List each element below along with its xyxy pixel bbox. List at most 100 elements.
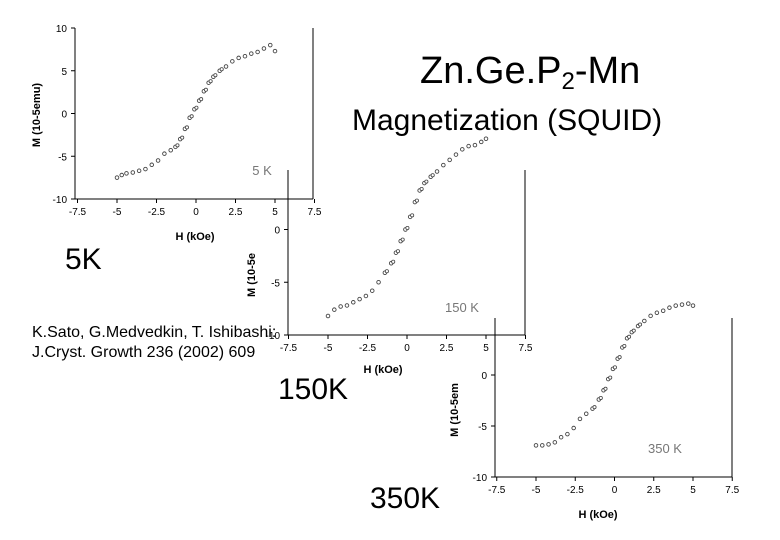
data-point: [654, 310, 660, 316]
data-point: [162, 151, 167, 156]
data-point: [540, 443, 545, 448]
inset-temperature-label: 5 K: [252, 163, 272, 178]
x-axis-label: H (kOe): [363, 364, 402, 376]
data-point: [583, 411, 589, 417]
x-axis-label: H (kOe): [175, 231, 214, 243]
data-point: [363, 293, 369, 299]
data-point: [453, 152, 459, 157]
y-axis-label: M (10-5e: [246, 253, 258, 297]
x-tick-label: -2.5: [148, 207, 166, 218]
x-tick-label: -2.5: [567, 485, 585, 496]
data-point: [617, 355, 622, 360]
formula-base: Zn.Ge.P: [420, 50, 562, 92]
magnetization-plot-150k: -7.5 -5 -2.5 0 2.5 5 7.5 0 -5 -10 H (kOe) M (10-5e 1…: [246, 136, 533, 376]
data-point: [460, 147, 465, 152]
inset-temperature-label: 150 K: [445, 300, 479, 315]
magnetization-plot-350k: -7.5 -5 -2.5 0 2.5 5 7.5 0 -5 -10 H (kOe) M (10-5em…: [449, 301, 740, 521]
data-point: [203, 87, 208, 92]
x-tick-label: -7.5: [280, 343, 298, 354]
data-point: [351, 300, 356, 305]
data-point: [338, 304, 343, 309]
data-point: [168, 148, 173, 153]
y-tick-label: 0: [274, 226, 280, 237]
data-point: [441, 162, 446, 168]
data-point: [391, 259, 396, 264]
x-tick-label: -5: [532, 485, 541, 496]
x-tick-label: 2.5: [440, 343, 454, 354]
x-tick-label: -5: [324, 343, 333, 354]
x-tick-label: 7.5: [308, 207, 322, 218]
data-point: [447, 157, 452, 163]
data-point: [332, 307, 337, 312]
data-point: [236, 55, 241, 61]
formula-subscript: 2: [561, 68, 575, 95]
data-point: [673, 303, 678, 308]
x-tick-label: -2.5: [359, 343, 377, 354]
data-point: [577, 416, 583, 422]
data-point: [430, 173, 435, 178]
data-point: [667, 305, 672, 310]
data-point: [230, 59, 235, 64]
x-tick-label: 7.5: [519, 343, 533, 354]
data-point: [552, 440, 558, 445]
x-tick-label: 5: [690, 485, 696, 496]
x-tick-label: 5: [483, 343, 489, 354]
formula-suffix: -Mn: [574, 50, 641, 92]
data-point: [479, 139, 484, 145]
data-point: [533, 443, 539, 448]
citation: K.Sato, G.Medvedkin, T. Ishibashi: J.Cry…: [32, 324, 277, 361]
data-point: [679, 302, 685, 307]
data-point: [546, 442, 551, 447]
x-tick-label: 2.5: [229, 207, 243, 218]
temperature-label-5k: 5K: [65, 243, 102, 276]
data-point: [690, 303, 696, 308]
data-point: [124, 171, 129, 176]
y-axis-label: M (10-5emu): [31, 83, 43, 148]
data-point: [434, 169, 440, 174]
data-point: [405, 226, 410, 231]
data-point: [631, 328, 636, 333]
data-point: [149, 162, 155, 168]
data-point: [558, 434, 564, 440]
data-point: [627, 334, 632, 339]
y-tick-label: -10: [53, 195, 68, 206]
data-point: [419, 186, 424, 191]
data-point: [155, 158, 161, 163]
x-axis-label: H (kOe): [578, 509, 617, 521]
temperature-label-150k: 150K: [278, 373, 349, 406]
data-point: [249, 51, 254, 56]
data-point: [395, 249, 400, 254]
data-point: [261, 46, 267, 51]
data-point: [180, 135, 185, 140]
x-tick-label: -7.5: [488, 485, 506, 496]
x-tick-label: 0: [193, 207, 199, 218]
data-point: [608, 375, 613, 380]
data-point: [598, 395, 603, 400]
temperature-label-350k: 350K: [370, 482, 441, 515]
data-point: [143, 166, 148, 172]
data-point: [189, 114, 194, 119]
x-tick-label: 7.5: [725, 485, 739, 496]
data-point: [466, 143, 471, 149]
data-point: [369, 288, 375, 293]
data-point: [175, 143, 180, 148]
y-tick-label: 0: [481, 371, 487, 382]
y-tick-label: -5: [478, 422, 487, 433]
data-point: [268, 42, 273, 48]
x-tick-label: 0: [612, 485, 618, 496]
inset-temperature-label: 350 K: [648, 441, 682, 456]
magnetization-plot-5k: -7.5 -5 -2.5 0 2.5 5 7.5 10 5 0 -5 -10 H (kOe) M (10-…: [31, 24, 322, 243]
data-point: [638, 322, 643, 327]
x-tick-label: 2.5: [647, 485, 661, 496]
data-point: [592, 405, 597, 410]
data-point: [136, 168, 142, 174]
data-point: [242, 53, 248, 59]
data-point: [603, 386, 608, 391]
data-point: [642, 318, 647, 324]
data-point: [571, 425, 576, 431]
data-point: [344, 303, 350, 308]
data-point: [130, 170, 136, 175]
y-tick-label: -5: [58, 152, 67, 163]
data-point: [272, 48, 278, 54]
data-point: [357, 296, 362, 302]
